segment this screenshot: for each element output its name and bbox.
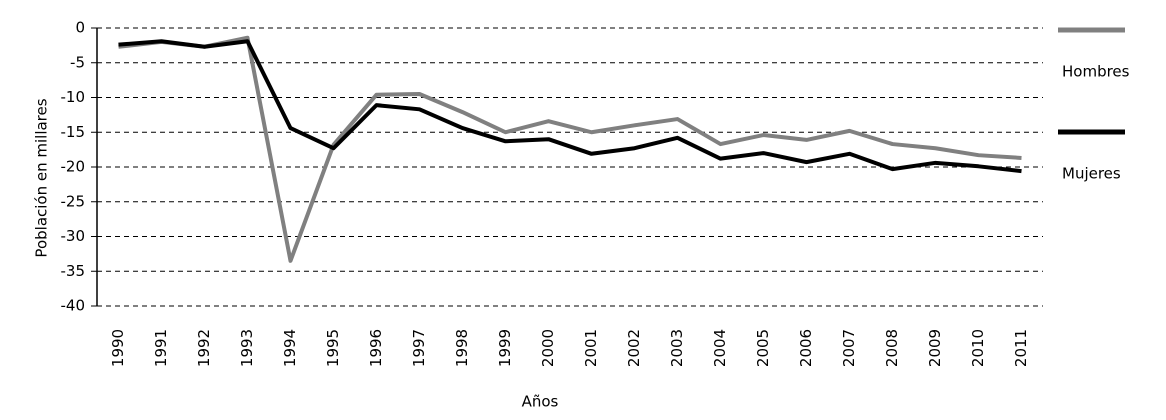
x-tick-label: 1991 bbox=[152, 329, 170, 367]
x-tick-label: 2008 bbox=[883, 329, 901, 367]
x-tick-label: 1997 bbox=[410, 329, 428, 367]
y-tick-label: -15 bbox=[61, 123, 86, 141]
x-tick-label: 1992 bbox=[195, 329, 213, 367]
y-tick-label: -40 bbox=[61, 297, 86, 315]
x-tick-label: 1990 bbox=[109, 329, 127, 367]
y-tick-label: 0 bbox=[75, 19, 85, 37]
x-axis-label: Años bbox=[522, 393, 559, 411]
x-tick-label: 1998 bbox=[453, 329, 471, 367]
y-tick-label: -5 bbox=[70, 53, 85, 71]
x-tick-label: 1999 bbox=[496, 329, 514, 367]
x-tick-label: 1995 bbox=[324, 329, 342, 367]
x-tick-label: 1994 bbox=[281, 329, 299, 367]
y-axis-label: Población en millares bbox=[33, 98, 51, 257]
series-line bbox=[118, 35, 1022, 263]
legend-label: Mujeres bbox=[1062, 165, 1121, 183]
legend-label: Hombres bbox=[1062, 63, 1130, 81]
series-line bbox=[118, 39, 1022, 174]
x-tick-label: 2005 bbox=[754, 329, 772, 367]
x-tick-label: 2004 bbox=[711, 329, 729, 367]
x-tick-label: 2011 bbox=[1012, 329, 1030, 367]
x-tick-label: 2007 bbox=[840, 329, 858, 367]
x-tick-label: 2003 bbox=[668, 329, 686, 367]
x-tick-label: 2002 bbox=[625, 329, 643, 367]
x-tick-label: 1996 bbox=[367, 329, 385, 367]
x-tick-label: 2001 bbox=[582, 329, 600, 367]
y-tick-label: -20 bbox=[61, 158, 86, 176]
x-tick-label: 2000 bbox=[539, 329, 557, 367]
x-tick-label: 2009 bbox=[926, 329, 944, 367]
x-tick-label: 1993 bbox=[238, 329, 256, 367]
x-tick-label: 2006 bbox=[797, 329, 815, 367]
x-tick-label: 2010 bbox=[969, 329, 987, 367]
y-tick-label: -30 bbox=[61, 227, 86, 245]
y-tick-label: -10 bbox=[61, 88, 86, 106]
y-tick-label: -25 bbox=[61, 192, 86, 210]
y-tick-label: -35 bbox=[61, 262, 86, 280]
